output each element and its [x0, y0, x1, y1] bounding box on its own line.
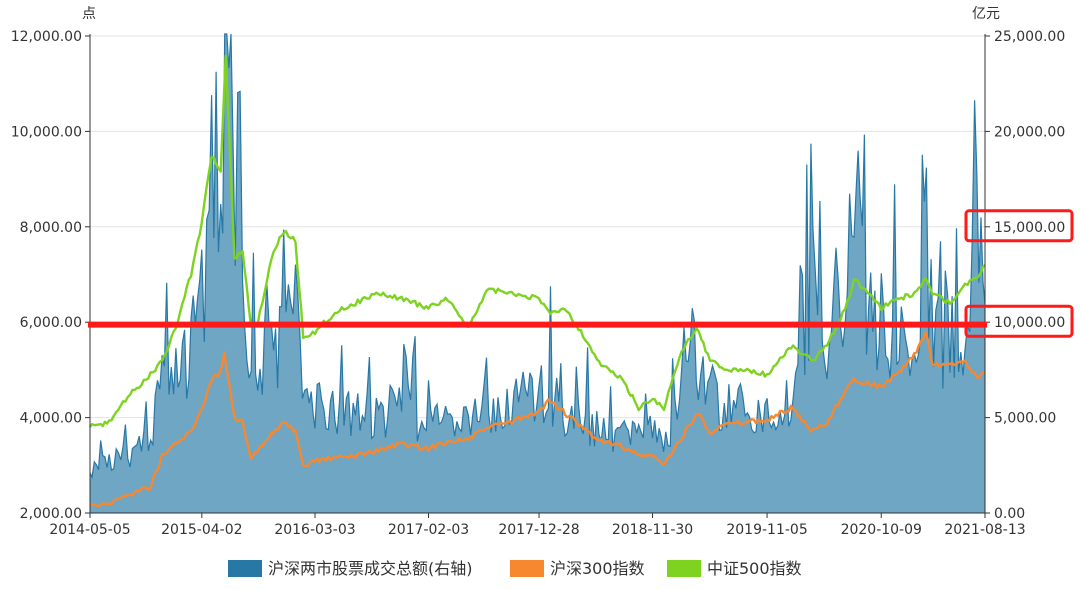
legend-label-series-turnover: 沪深两市股票成交总额(右轴) — [268, 559, 473, 578]
y-left-tick-label: 6,000.00 — [20, 315, 82, 331]
x-tick-label: 2020-10-09 — [841, 522, 922, 538]
y-right-tick-label: 0.00 — [994, 506, 1025, 522]
axis-layer: 点 亿元 2,000.00 4,000.00 6,000.00 8,000.00 10,00… — [11, 6, 1066, 538]
y-left-tick-label: 10,000.00 — [11, 124, 82, 140]
y-left-tick-label: 2,000.00 — [20, 506, 82, 522]
red-highlight-box — [964, 209, 1074, 243]
x-tick-label: 2021-08-13 — [944, 522, 1025, 538]
x-tick-label: 2019-11-05 — [726, 522, 807, 538]
x-tick-label: 2014-05-05 — [49, 522, 130, 538]
annotation-layer — [88, 209, 1074, 338]
y-left-tick-label: 12,000.00 — [11, 29, 82, 45]
y-right-tick-label: 10,000.00 — [994, 315, 1065, 331]
x-tick-label: 2015-04-02 — [161, 522, 242, 538]
series-layer — [89, 33, 986, 513]
legend-swatch-series-csi300 — [510, 560, 544, 577]
x-tick-label: 2016-03-03 — [274, 522, 355, 538]
y-right-tick-label: 15,000.00 — [994, 220, 1065, 236]
legend-label-series-csi500: 中证500指数 — [707, 559, 802, 578]
legend-swatch-series-turnover — [228, 560, 262, 577]
x-tick-label: 2018-11-30 — [612, 522, 693, 538]
red-highlight-box — [964, 304, 1074, 338]
y-left-tick-label: 4,000.00 — [20, 411, 82, 427]
x-tick-label: 2017-12-28 — [498, 522, 579, 538]
y-right-tick-label: 25,000.00 — [994, 29, 1065, 45]
y-right-unit: 亿元 — [972, 6, 1000, 22]
series-line-csi300 — [89, 330, 986, 508]
y-right-tick-label: 5,000.00 — [994, 411, 1056, 427]
legend: 沪深两市股票成交总额(右轴) 沪深300指数 中证500指数 — [228, 559, 802, 578]
legend-swatch-series-csi500 — [667, 560, 701, 577]
x-tick-label: 2017-02-03 — [388, 522, 469, 538]
y-right-tick-label: 20,000.00 — [994, 124, 1065, 140]
legend-label-series-csi300: 沪深300指数 — [550, 559, 645, 578]
series-line-turnover — [89, 33, 986, 479]
y-left-unit: 点 — [82, 6, 96, 22]
y-left-tick-label: 8,000.00 — [20, 220, 82, 236]
